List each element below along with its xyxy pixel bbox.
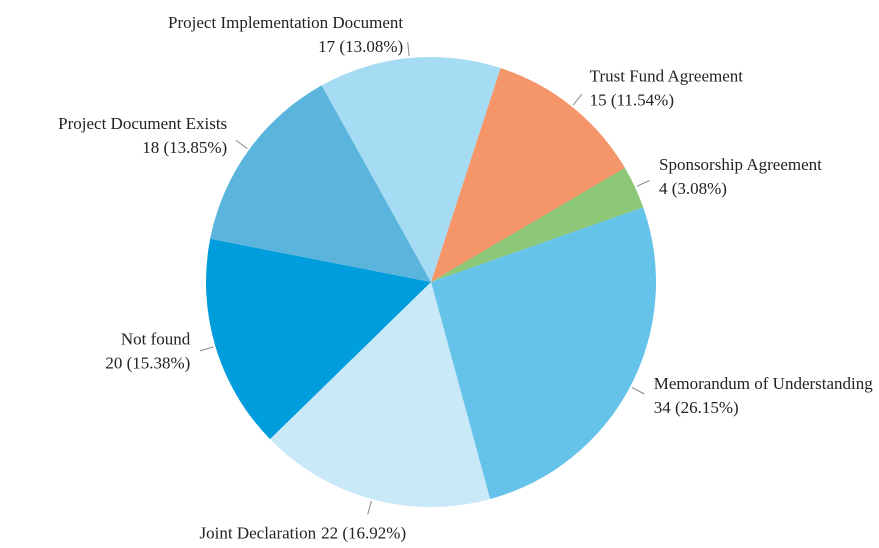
value-label: 15 (11.54%): [590, 90, 674, 109]
value-label: 20 (15.38%): [105, 354, 190, 373]
slice-label: Joint Declaration 22 (16.92%): [200, 523, 407, 542]
value-label: 4 (3.08%): [659, 179, 727, 198]
pie-slice: [321, 57, 501, 283]
pie-slice: [269, 282, 491, 507]
pie-slice: [210, 85, 431, 282]
slice-label: Project Implementation Document 17 (13.08…: [168, 13, 403, 56]
category-label: Memorandum of Understanding: [654, 374, 874, 393]
pie-slice: [431, 68, 625, 282]
leader-line: [631, 387, 645, 395]
value-label: 34 (26.15%): [654, 398, 739, 417]
category-label: Trust Fund Agreement: [590, 66, 744, 85]
pie-slice: [431, 167, 644, 282]
slice-label: Sponsorship Agreement 4 (3.08%): [659, 155, 822, 198]
leader-line: [636, 179, 650, 187]
category-label: Project Implementation Document: [168, 13, 403, 32]
value-label: 18 (13.85%): [142, 138, 227, 157]
slice-label: Project Document Exists 18 (13.85%): [58, 114, 227, 157]
value-label: 17 (13.08%): [318, 37, 403, 56]
category-label: Project Document Exists: [58, 114, 227, 133]
category-label: Not found: [121, 330, 191, 349]
leader-line: [199, 346, 214, 352]
leader-line: [235, 139, 248, 149]
leader-line: [572, 93, 583, 106]
leader-line: [407, 42, 410, 57]
slice-label: Not found 20 (15.38%): [105, 330, 190, 373]
slice-label: Memorandum of Understanding 34 (26.15%): [654, 374, 874, 417]
pie-slice: [431, 207, 657, 500]
leader-line: [367, 500, 372, 515]
value-label: 22 (16.92%): [321, 523, 406, 542]
pie-slice: [206, 238, 431, 440]
slice-label: Trust Fund Agreement 15 (11.54%): [590, 66, 744, 109]
category-label: Joint Declaration: [200, 523, 317, 542]
category-label: Sponsorship Agreement: [659, 155, 822, 174]
